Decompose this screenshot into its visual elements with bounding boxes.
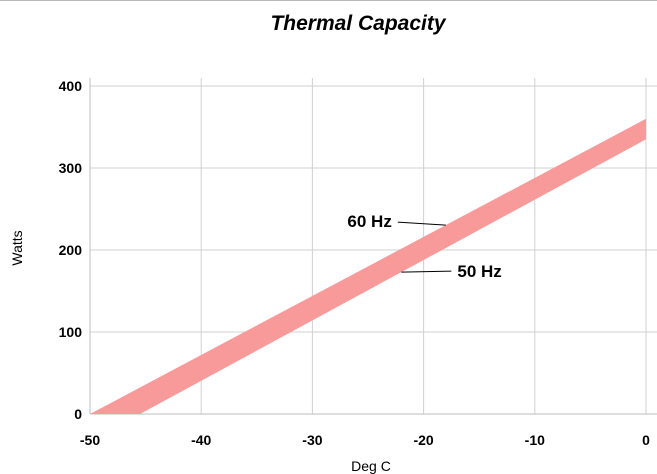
y-tick-label: 300 xyxy=(59,160,83,176)
y-tick-label: 100 xyxy=(59,324,83,340)
y-tick-label: 200 xyxy=(59,242,83,258)
x-tick-label: -50 xyxy=(80,432,100,448)
x-tick-label: -20 xyxy=(413,432,433,448)
chart-title: Thermal Capacity xyxy=(270,12,446,35)
label-50hz: 50 Hz xyxy=(457,262,501,281)
x-tick-label: 0 xyxy=(642,432,650,448)
y-tick-label: 0 xyxy=(74,406,82,422)
x-tick-label: -30 xyxy=(302,432,322,448)
annotation-leaders xyxy=(397,221,452,273)
top-rule xyxy=(0,0,657,1)
y-tick-label: 400 xyxy=(59,78,83,94)
y-axis-label: Watts xyxy=(9,230,25,265)
leader-60hz xyxy=(397,221,446,226)
grid xyxy=(89,78,657,415)
label-60hz: 60 Hz xyxy=(347,212,391,231)
annotations: 60 Hz 50 Hz xyxy=(347,212,501,281)
tick-labels: -50 -40 -30 -20 -10 0 0 100 200 300 400 xyxy=(59,78,650,448)
x-tick-label: -10 xyxy=(525,432,545,448)
x-axis-label: Deg C xyxy=(351,458,391,474)
capacity-band xyxy=(90,118,646,415)
x-tick-label: -40 xyxy=(191,432,211,448)
leader-50hz xyxy=(401,270,452,273)
capacity-band-area xyxy=(90,118,646,415)
